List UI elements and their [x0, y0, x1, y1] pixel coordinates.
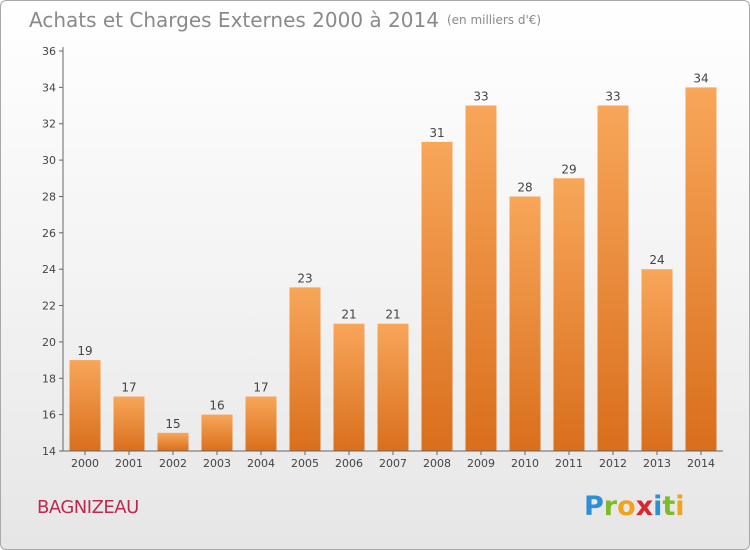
x-tick-label-2005: 2005: [291, 457, 319, 470]
y-tick-label-20: 20: [42, 336, 56, 349]
x-tick-label-2002: 2002: [159, 457, 187, 470]
commune-name: BAGNIZEAU: [37, 497, 139, 518]
y-tick-label-30: 30: [42, 154, 56, 167]
data-label-2003: 16: [209, 399, 224, 413]
data-label-2005: 23: [297, 271, 312, 285]
x-tick-label-2010: 2010: [511, 457, 539, 470]
data-label-2004: 17: [253, 381, 268, 395]
data-label-2006: 21: [341, 308, 356, 322]
chart-title-text: Achats et Charges Externes 2000 à 2014: [29, 8, 439, 32]
bar-2007: [377, 323, 409, 451]
data-label-2007: 21: [385, 308, 400, 322]
y-tick-label-26: 26: [42, 227, 56, 240]
x-tick-label-2011: 2011: [555, 457, 583, 470]
bars-group: 19 17 15 16 17 23 21 21 31 33 28 29 33 24 34: [69, 71, 717, 452]
bar-2003: [201, 414, 233, 451]
y-tick-label-22: 22: [42, 300, 56, 313]
x-tick-label-2008: 2008: [423, 457, 451, 470]
y-tick-label-24: 24: [42, 263, 56, 276]
y-tick-label-14: 14: [42, 445, 56, 458]
brand-letter: x: [635, 491, 654, 522]
data-label-2009: 33: [473, 90, 488, 104]
y-tick-label-32: 32: [42, 118, 56, 131]
bar-2004: [245, 396, 277, 451]
x-tick-label-2007: 2007: [379, 457, 407, 470]
data-label-2001: 17: [121, 381, 136, 395]
brand-letter: t: [662, 491, 676, 522]
y-tick-label-18: 18: [42, 372, 56, 385]
data-label-2002: 15: [165, 417, 180, 431]
x-tick-label-2012: 2012: [599, 457, 627, 470]
data-label-2011: 29: [561, 162, 576, 176]
x-tick-label-2004: 2004: [247, 457, 275, 470]
y-tick-label-28: 28: [42, 191, 56, 204]
x-tick-label-2003: 2003: [203, 457, 231, 470]
bar-2013: [641, 269, 673, 451]
bar-2009: [465, 105, 497, 451]
bar-2011: [553, 178, 585, 452]
bar-2000: [69, 360, 101, 451]
data-label-2012: 33: [605, 90, 620, 104]
y-tick-label-34: 34: [42, 81, 56, 94]
bar-2008: [421, 141, 453, 451]
x-tick-label-2014: 2014: [687, 457, 715, 470]
bar-2006: [333, 323, 365, 451]
x-tick-label-2001: 2001: [115, 457, 143, 470]
x-tick-label-2006: 2006: [335, 457, 363, 470]
chart-unit: (en milliers d'€): [446, 13, 542, 27]
x-tick-label-2000: 2000: [71, 457, 99, 470]
brand-letter: o: [617, 491, 636, 522]
bar-2010: [509, 196, 541, 451]
chart-title: Achats et Charges Externes 2000 à 2014 (e…: [29, 8, 541, 32]
data-label-2013: 24: [649, 253, 664, 267]
brand-letter: P: [584, 491, 604, 522]
bar-2002: [157, 432, 189, 451]
x-tick-label-2009: 2009: [467, 457, 495, 470]
bar-2005: [289, 287, 321, 451]
bar-2014: [685, 87, 717, 452]
y-tick-label-16: 16: [42, 409, 56, 422]
bar-2012: [597, 105, 629, 451]
x-tick-label-2013: 2013: [643, 457, 671, 470]
bar-2001: [113, 396, 145, 451]
y-tick-label-36: 36: [42, 45, 56, 58]
data-label-2000: 19: [77, 344, 92, 358]
data-label-2008: 31: [429, 126, 444, 140]
proxiti-logo: Proxiti: [584, 491, 685, 522]
data-label-2010: 28: [517, 181, 532, 195]
brand-letter: i: [675, 491, 685, 522]
data-label-2014: 34: [693, 71, 708, 85]
brand-letter: i: [653, 491, 663, 522]
axes-group: 2000 2001 2002 2003 2004 2005 2006 2007 2008 2009…: [42, 45, 723, 470]
brand-letter: r: [603, 491, 618, 522]
